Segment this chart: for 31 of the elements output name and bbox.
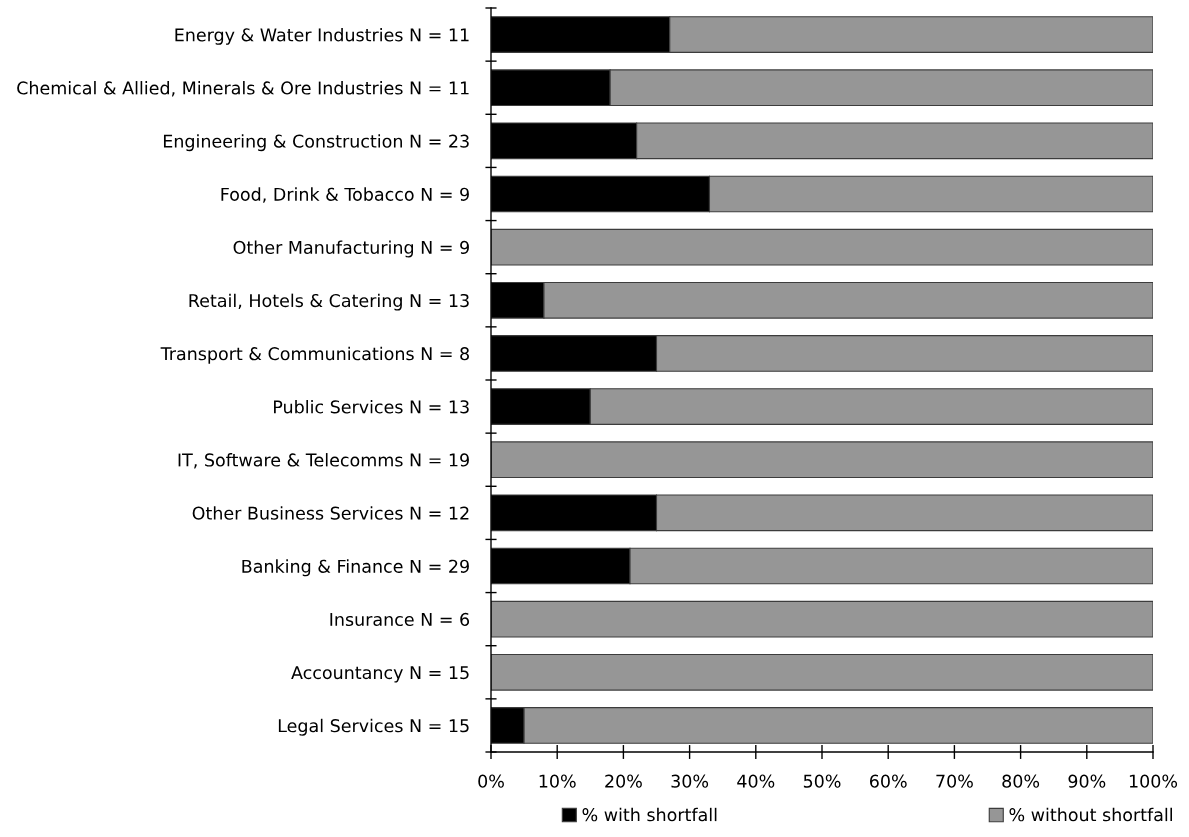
y-tick-label: Retail, Hotels & Catering N = 13 (189, 293, 469, 311)
bar (491, 653, 1153, 691)
y-tick-label: Energy & Water Industries N = 11 (175, 27, 469, 45)
x-tick-label: 100% (1129, 774, 1178, 788)
x-tick-label: 10% (539, 774, 576, 788)
x-tick-label: 30% (671, 774, 709, 788)
y-tick-label: Other Business Services N = 12 (192, 506, 469, 520)
bar (491, 600, 1153, 638)
x-tick-label: 70% (936, 774, 973, 788)
y-tick-label: Accountancy N = 15 (291, 666, 469, 683)
y-tick-label: Other Manufacturing N = 9 (233, 240, 469, 258)
y-tick-label: Banking & Finance N = 29 (242, 559, 469, 577)
x-tick-label: 40% (737, 774, 775, 788)
bar (491, 441, 1153, 479)
y-tick-label: Legal Services N = 15 (278, 718, 469, 736)
x-tick-label: 50% (803, 774, 841, 788)
x-tick-label: 60% (869, 774, 907, 788)
y-tick-label: Engineering & Construction N = 23 (163, 134, 469, 152)
x-tick-label: 80% (1002, 774, 1040, 788)
y-tick-label: Transport & Communications N = 8 (160, 346, 469, 364)
legend-label: % with shortfall (582, 807, 717, 822)
x-tick-label: 90% (1068, 774, 1106, 788)
y-tick-label: IT, Software & Telecomms N = 19 (178, 453, 469, 469)
y-tick-label: Insurance N = 6 (330, 612, 470, 627)
legend-label: % without shortfall (1009, 807, 1172, 822)
bar (491, 228, 1153, 266)
x-tick-label: 20% (605, 774, 642, 788)
x-tick-label: 0% (478, 774, 504, 788)
y-tick-label: Chemical & Allied, Minerals & Ore Industries N = 11 (17, 81, 469, 97)
y-tick-label: Food, Drink & Tobacco N = 9 (221, 187, 469, 203)
y-tick-label: Public Services N = 13 (274, 399, 469, 414)
